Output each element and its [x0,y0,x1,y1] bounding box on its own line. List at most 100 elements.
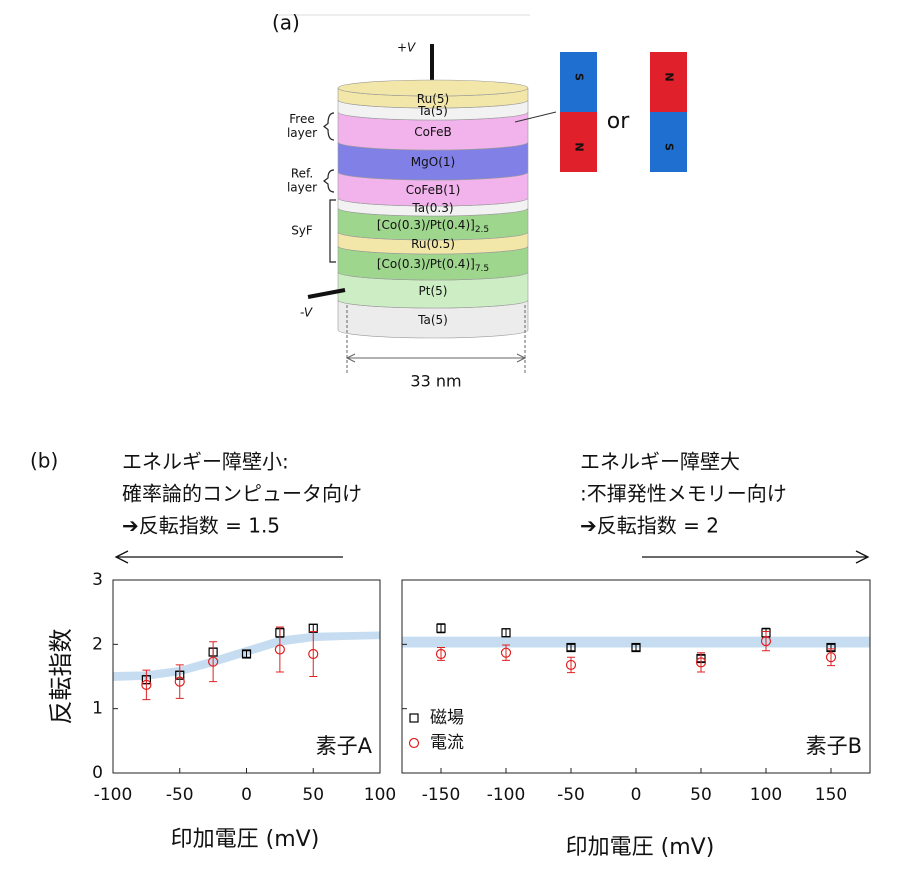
error-bar [209,641,218,683]
error-bar [309,630,318,677]
magnet-pole: S [573,73,586,81]
error-bar [242,650,251,658]
layer-label: Ta(5) [417,103,448,117]
y-tick-label: 3 [92,570,103,590]
x-tick-label: 100 [364,785,396,805]
voltage-label: +V [397,41,416,55]
legend-swatch [409,713,419,723]
point [566,642,576,653]
or-label: or [607,109,630,134]
y-tick-label: 2 [92,634,103,654]
point [695,657,707,668]
chart-annotation: 素子A [316,734,373,758]
error-bar [567,643,575,652]
annotation: エネルギー障壁大 [580,450,740,474]
point [825,652,837,663]
layer-label: CoFeB(1) [406,182,461,196]
point [208,656,219,667]
layer-label-sub: 7.5 [475,263,489,273]
brace [323,112,335,141]
layer-label: Pt(5) [419,283,448,297]
legend-label: 電流 [430,733,464,753]
legend-label: 磁場 [430,708,464,728]
arrow [642,550,870,564]
y-tick-label: 0 [92,763,103,783]
x-tick-label: 150 [815,785,847,805]
point [565,659,577,671]
point [141,679,152,690]
layer-label: Ta(5) [417,312,448,326]
layer-label-main: CoFeB(1) [406,182,461,196]
chart-annotation: 素子B [806,734,862,758]
magnet-half [650,112,687,172]
error-bar [502,644,510,661]
layer-label-main: Ru(5) [417,91,449,105]
error-bar [437,623,445,634]
magnet-half [650,52,687,112]
group-label: SyF [291,224,313,238]
x-tick-label: 0 [631,785,642,805]
layer-label: [Co(0.3)/Pt(0.4)]2.5 [377,217,489,234]
x-tick-label: -150 [422,785,461,805]
error-bar [827,648,835,667]
group-label: Free [289,112,314,126]
error-bar [697,652,705,673]
x-tick-label: -50 [557,785,585,805]
layer-top [337,79,529,97]
magnet-half [560,52,597,112]
x-tick-label: 50 [302,785,324,805]
point [631,642,641,653]
band [402,636,870,648]
dim-line [345,353,527,363]
group-label: layer [287,126,317,140]
group-label: layer [287,181,317,195]
layer-label-main: CoFeB [414,124,452,138]
point [500,647,512,658]
wire [307,288,346,299]
x-tick-label: 0 [241,785,252,805]
layer-label-main: Ta(5) [417,103,448,117]
magnet-pole: N [663,72,676,81]
error-bar [567,656,575,674]
legend-swatch [408,737,420,749]
layer-label: [Co(0.3)/Pt(0.4)]7.5 [377,256,489,273]
layer-label-main: [Co(0.3)/Pt(0.4)] [377,217,475,231]
point [174,676,185,687]
layer-label: Ru(5) [417,91,449,105]
leader [514,111,557,123]
layer-label: MgO(1) [411,154,455,168]
annotation: 確率論的コンピュータ向け [122,482,362,506]
point [501,628,511,638]
annotation: ➔反転指数 = 1.5 [122,514,280,538]
brace [323,169,335,193]
error-bar [275,626,284,673]
x-tick-label: 50 [690,785,712,805]
y-tick-label: 1 [92,699,103,719]
error-bar [502,628,510,638]
x-tick-label: -100 [487,785,526,805]
group-label: Ref. [291,167,313,181]
annotation: :不揮発性メモリー向け [580,482,787,506]
error-bar [762,630,770,652]
error-bar [175,664,184,699]
point [760,636,772,647]
x-tick-label: -100 [94,785,133,805]
point [436,623,446,633]
error-bar [142,669,151,701]
panel-label: (a) [272,11,300,35]
x-tick-label: 100 [750,785,782,805]
layer-label-main: Ta(5) [417,312,448,326]
voltage-label: -V [300,306,313,320]
layer-label: Ru(0.5) [411,236,455,250]
layer-label: CoFeB [414,124,452,138]
magnet-pole: S [663,143,676,151]
error-bar [632,643,640,652]
dim-label: 33 nm [410,372,461,391]
layer-label: Ta(0.3) [411,200,453,214]
y-axis-label: 反転指数 [47,629,75,725]
arrow [114,550,343,564]
layer-label-main: Ru(0.5) [411,236,455,250]
layer-label-main: [Co(0.3)/Pt(0.4)] [377,256,475,270]
x-tick-label: -50 [166,785,194,805]
